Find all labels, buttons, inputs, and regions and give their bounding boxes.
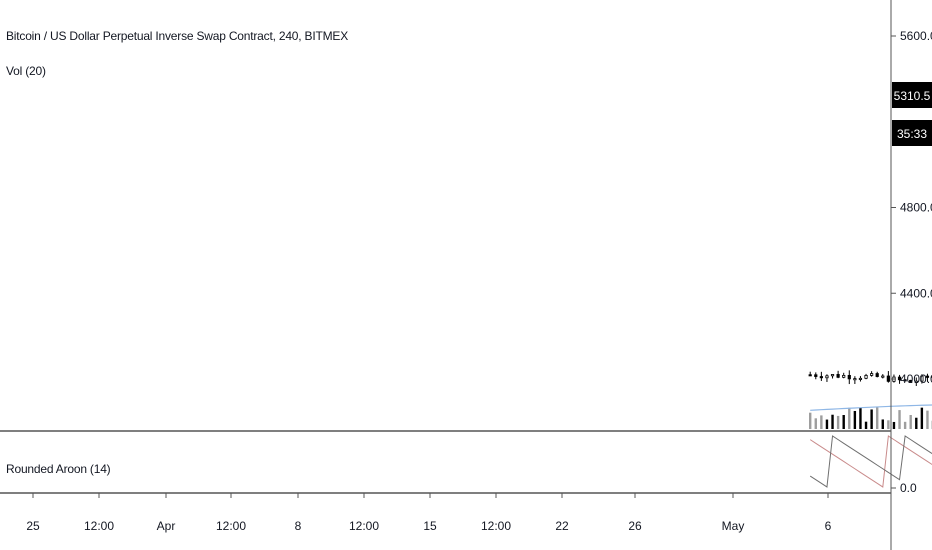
price-candle — [858, 377, 863, 380]
time-axis-label: 22 — [555, 519, 569, 533]
price-axis-label: 4000.0 — [900, 372, 932, 386]
time-axis-label: 15 — [423, 519, 437, 533]
volume-bar — [920, 407, 924, 429]
volume-bar — [809, 412, 812, 429]
volume-bar — [836, 415, 840, 429]
price-candle — [897, 376, 902, 381]
volume-bar — [825, 419, 829, 429]
last-price-label: 5310.5 — [894, 89, 931, 103]
price-axis[interactable]: 5600.0 4800.0 4400.0 4000.0 0.0 — [891, 29, 932, 495]
price-axis-label: 5600.0 — [900, 29, 932, 43]
volume-bar — [820, 415, 823, 429]
time-axis-label: May — [722, 519, 745, 533]
price-candle — [836, 374, 840, 378]
price-candle — [842, 374, 846, 378]
time-axis-label: Apr — [157, 519, 176, 533]
volume-bar — [870, 409, 873, 429]
volume-bar — [859, 407, 862, 429]
time-axis-label: 12:00 — [349, 519, 379, 533]
price-candle — [808, 374, 812, 377]
price-candle — [830, 374, 835, 377]
volume-bar — [814, 418, 817, 429]
volume-pane — [809, 404, 932, 429]
volume-bar — [864, 421, 868, 429]
price-candle — [875, 373, 879, 377]
price-pane[interactable] — [808, 45, 932, 387]
price-candle — [925, 375, 930, 378]
time-axis-label: 12:00 — [84, 519, 114, 533]
volume-bar — [853, 410, 857, 429]
price-candle — [914, 380, 918, 383]
volume-bar — [887, 420, 890, 429]
countdown-label: 35:33 — [897, 127, 927, 141]
aroon-axis-label: 0.0 — [900, 481, 917, 495]
price-candle — [864, 374, 868, 379]
volume-bar — [915, 417, 918, 429]
volume-bar — [876, 407, 879, 429]
price-candle — [903, 379, 907, 382]
price-candle — [814, 374, 818, 377]
time-axis-label: 12:00 — [216, 519, 246, 533]
chart-title[interactable]: Bitcoin / US Dollar Perpetual Inverse Sw… — [6, 29, 349, 43]
price-candle — [920, 375, 924, 382]
volume-bar — [842, 415, 845, 429]
volume-bar — [909, 415, 912, 429]
volume-bar — [831, 414, 834, 429]
volume-bar — [903, 421, 907, 429]
price-candle — [825, 375, 829, 379]
aroon-legend[interactable]: Rounded Aroon (14) — [6, 462, 111, 476]
price-candle — [870, 373, 874, 376]
time-axis-label: 26 — [628, 519, 642, 533]
volume-bar — [848, 407, 851, 429]
countdown-badge: 35:33 — [892, 120, 932, 146]
price-candle — [853, 378, 857, 381]
price-candle — [819, 376, 823, 379]
price-candle — [886, 375, 890, 382]
time-axis-label: 8 — [295, 519, 302, 533]
aroon-pane — [809, 435, 932, 488]
volume-bar — [898, 410, 901, 429]
price-candle — [847, 374, 851, 380]
price-axis-label: 4800.0 — [900, 201, 932, 215]
time-axis[interactable]: 25 12:00 Apr 12:00 8 12:00 15 12:00 22 26 May 6 — [26, 493, 832, 533]
time-axis-label: 12:00 — [481, 519, 511, 533]
price-candle — [909, 379, 913, 383]
time-axis-label: 6 — [825, 519, 832, 533]
volume-bar — [926, 410, 929, 429]
volume-legend[interactable]: Vol (20) — [6, 64, 46, 78]
time-axis-label: 25 — [26, 519, 40, 533]
price-axis-label: 4400.0 — [900, 286, 932, 300]
last-price-badge: 5310.5 — [892, 82, 932, 108]
volume-bar — [881, 419, 884, 429]
price-candle — [881, 375, 885, 378]
volume-bar — [892, 421, 896, 429]
